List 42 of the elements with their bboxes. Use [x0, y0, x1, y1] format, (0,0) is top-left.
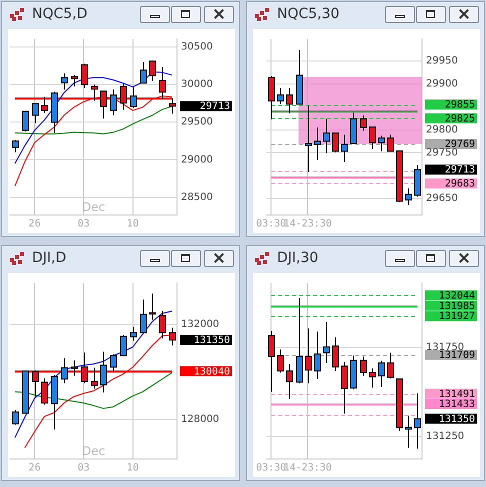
y-tick-label: 128000	[181, 414, 220, 426]
annotation: Dec	[82, 444, 106, 458]
text: 131350	[438, 414, 475, 425]
y-tick-label: 29750	[426, 147, 458, 158]
text: 29713	[444, 164, 475, 176]
chart-title: DJI,D	[32, 250, 66, 266]
annotation: Dec	[82, 200, 106, 214]
y-tick-label: 28500	[181, 192, 213, 203]
y-tick-label: 29900	[426, 78, 458, 90]
y-tick-label: 29950	[426, 56, 458, 67]
x-tick-label: 14-23:30	[284, 218, 332, 230]
ref-line-label: 131491	[438, 388, 475, 400]
x-tick-label: 14-23:30	[284, 462, 332, 474]
x-tick-label: 03	[78, 462, 90, 474]
text: 131350	[194, 335, 230, 346]
chart-title: DJI,30	[277, 250, 318, 266]
chart-title: NQC5,30	[277, 6, 340, 22]
y-tick-label: 29650	[426, 193, 458, 204]
x-tick-label: 26	[28, 218, 41, 230]
text: 29713	[200, 101, 230, 112]
x-tick-label: 03:30	[256, 462, 286, 474]
y-tick-label: 29000	[181, 154, 213, 166]
x-tick-label: 26	[28, 462, 41, 474]
chart-title: NQC5,D	[32, 6, 88, 22]
ref-line-label: 131927	[438, 311, 475, 322]
x-tick-label: 10	[126, 218, 139, 230]
x-tick-label: 03:30	[256, 218, 286, 230]
y-tick-label: 29500	[181, 116, 213, 128]
ref-line-label: 131985	[438, 300, 475, 312]
x-tick-label: 03	[78, 218, 90, 230]
y-tick-label: 30000	[181, 79, 213, 90]
ref-line-label: 132044	[438, 290, 475, 302]
y-tick-label: 132000	[181, 319, 220, 330]
y-tick-label: 29800	[426, 124, 458, 136]
y-tick-label: 131250	[426, 431, 464, 442]
y-tick-label: 30500	[181, 42, 213, 53]
ref-line-label: 130040	[194, 366, 230, 378]
ref-line-label: 29855	[444, 100, 475, 111]
ref-line-label: 29825	[444, 113, 475, 124]
ref-line-label: 131433	[438, 399, 475, 410]
x-tick-label: 10	[126, 462, 139, 474]
ref-line-label: 29683	[444, 178, 475, 190]
